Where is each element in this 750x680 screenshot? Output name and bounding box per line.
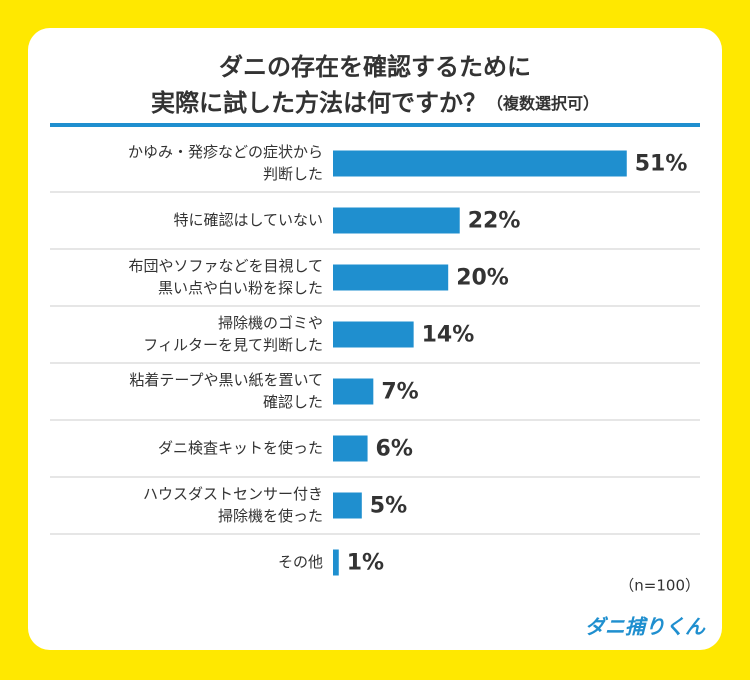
value-label: 14%: [422, 323, 475, 348]
category-label: フィルターを見て判断した: [143, 336, 323, 354]
category-label: 粘着テープや黒い紙を置いて: [129, 371, 323, 389]
sample-note: （n=100）: [619, 577, 700, 595]
value-label: 6%: [376, 437, 413, 462]
category-label: 掃除機を使った: [218, 507, 323, 525]
category-label: かゆみ・発疹などの症状から: [128, 143, 323, 161]
value-label: 22%: [468, 209, 521, 234]
category-label: 確認した: [263, 393, 323, 411]
value-label: 7%: [381, 380, 418, 405]
category-label: 特に確認はしていない: [173, 211, 323, 229]
bar: [333, 435, 368, 462]
bar: [333, 264, 449, 291]
category-label: 黒い点や白い粉を探した: [158, 279, 323, 297]
bar: [333, 321, 414, 348]
bar: [333, 549, 339, 576]
logo: ダニ捕りくん: [585, 615, 706, 639]
category-label: 判断した: [263, 165, 323, 183]
value-label: 5%: [370, 494, 407, 519]
chart-subtitle: （複数選択可）: [487, 94, 599, 113]
value-label: 51%: [635, 152, 688, 177]
value-label: 20%: [456, 266, 509, 291]
category-label: 掃除機のゴミや: [218, 314, 323, 332]
chart-title-line: 実際に試した方法は何ですか？（複数選択可）: [151, 89, 599, 117]
chart-title: ダニの存在を確認するために: [219, 53, 531, 81]
category-label: ダニ検査キットを使った: [158, 439, 323, 457]
category-label: ハウスダストセンサー付き: [143, 485, 323, 503]
bar: [333, 492, 362, 519]
chart-title: 実際に試した方法は何ですか？: [151, 89, 487, 117]
category-label: 布団やソファなどを目視して: [128, 257, 323, 275]
bar: [333, 378, 374, 405]
title-rule: [50, 123, 700, 127]
bar: [333, 207, 460, 234]
bar: [333, 150, 627, 177]
category-label: その他: [278, 553, 323, 571]
value-label: 1%: [347, 551, 384, 576]
